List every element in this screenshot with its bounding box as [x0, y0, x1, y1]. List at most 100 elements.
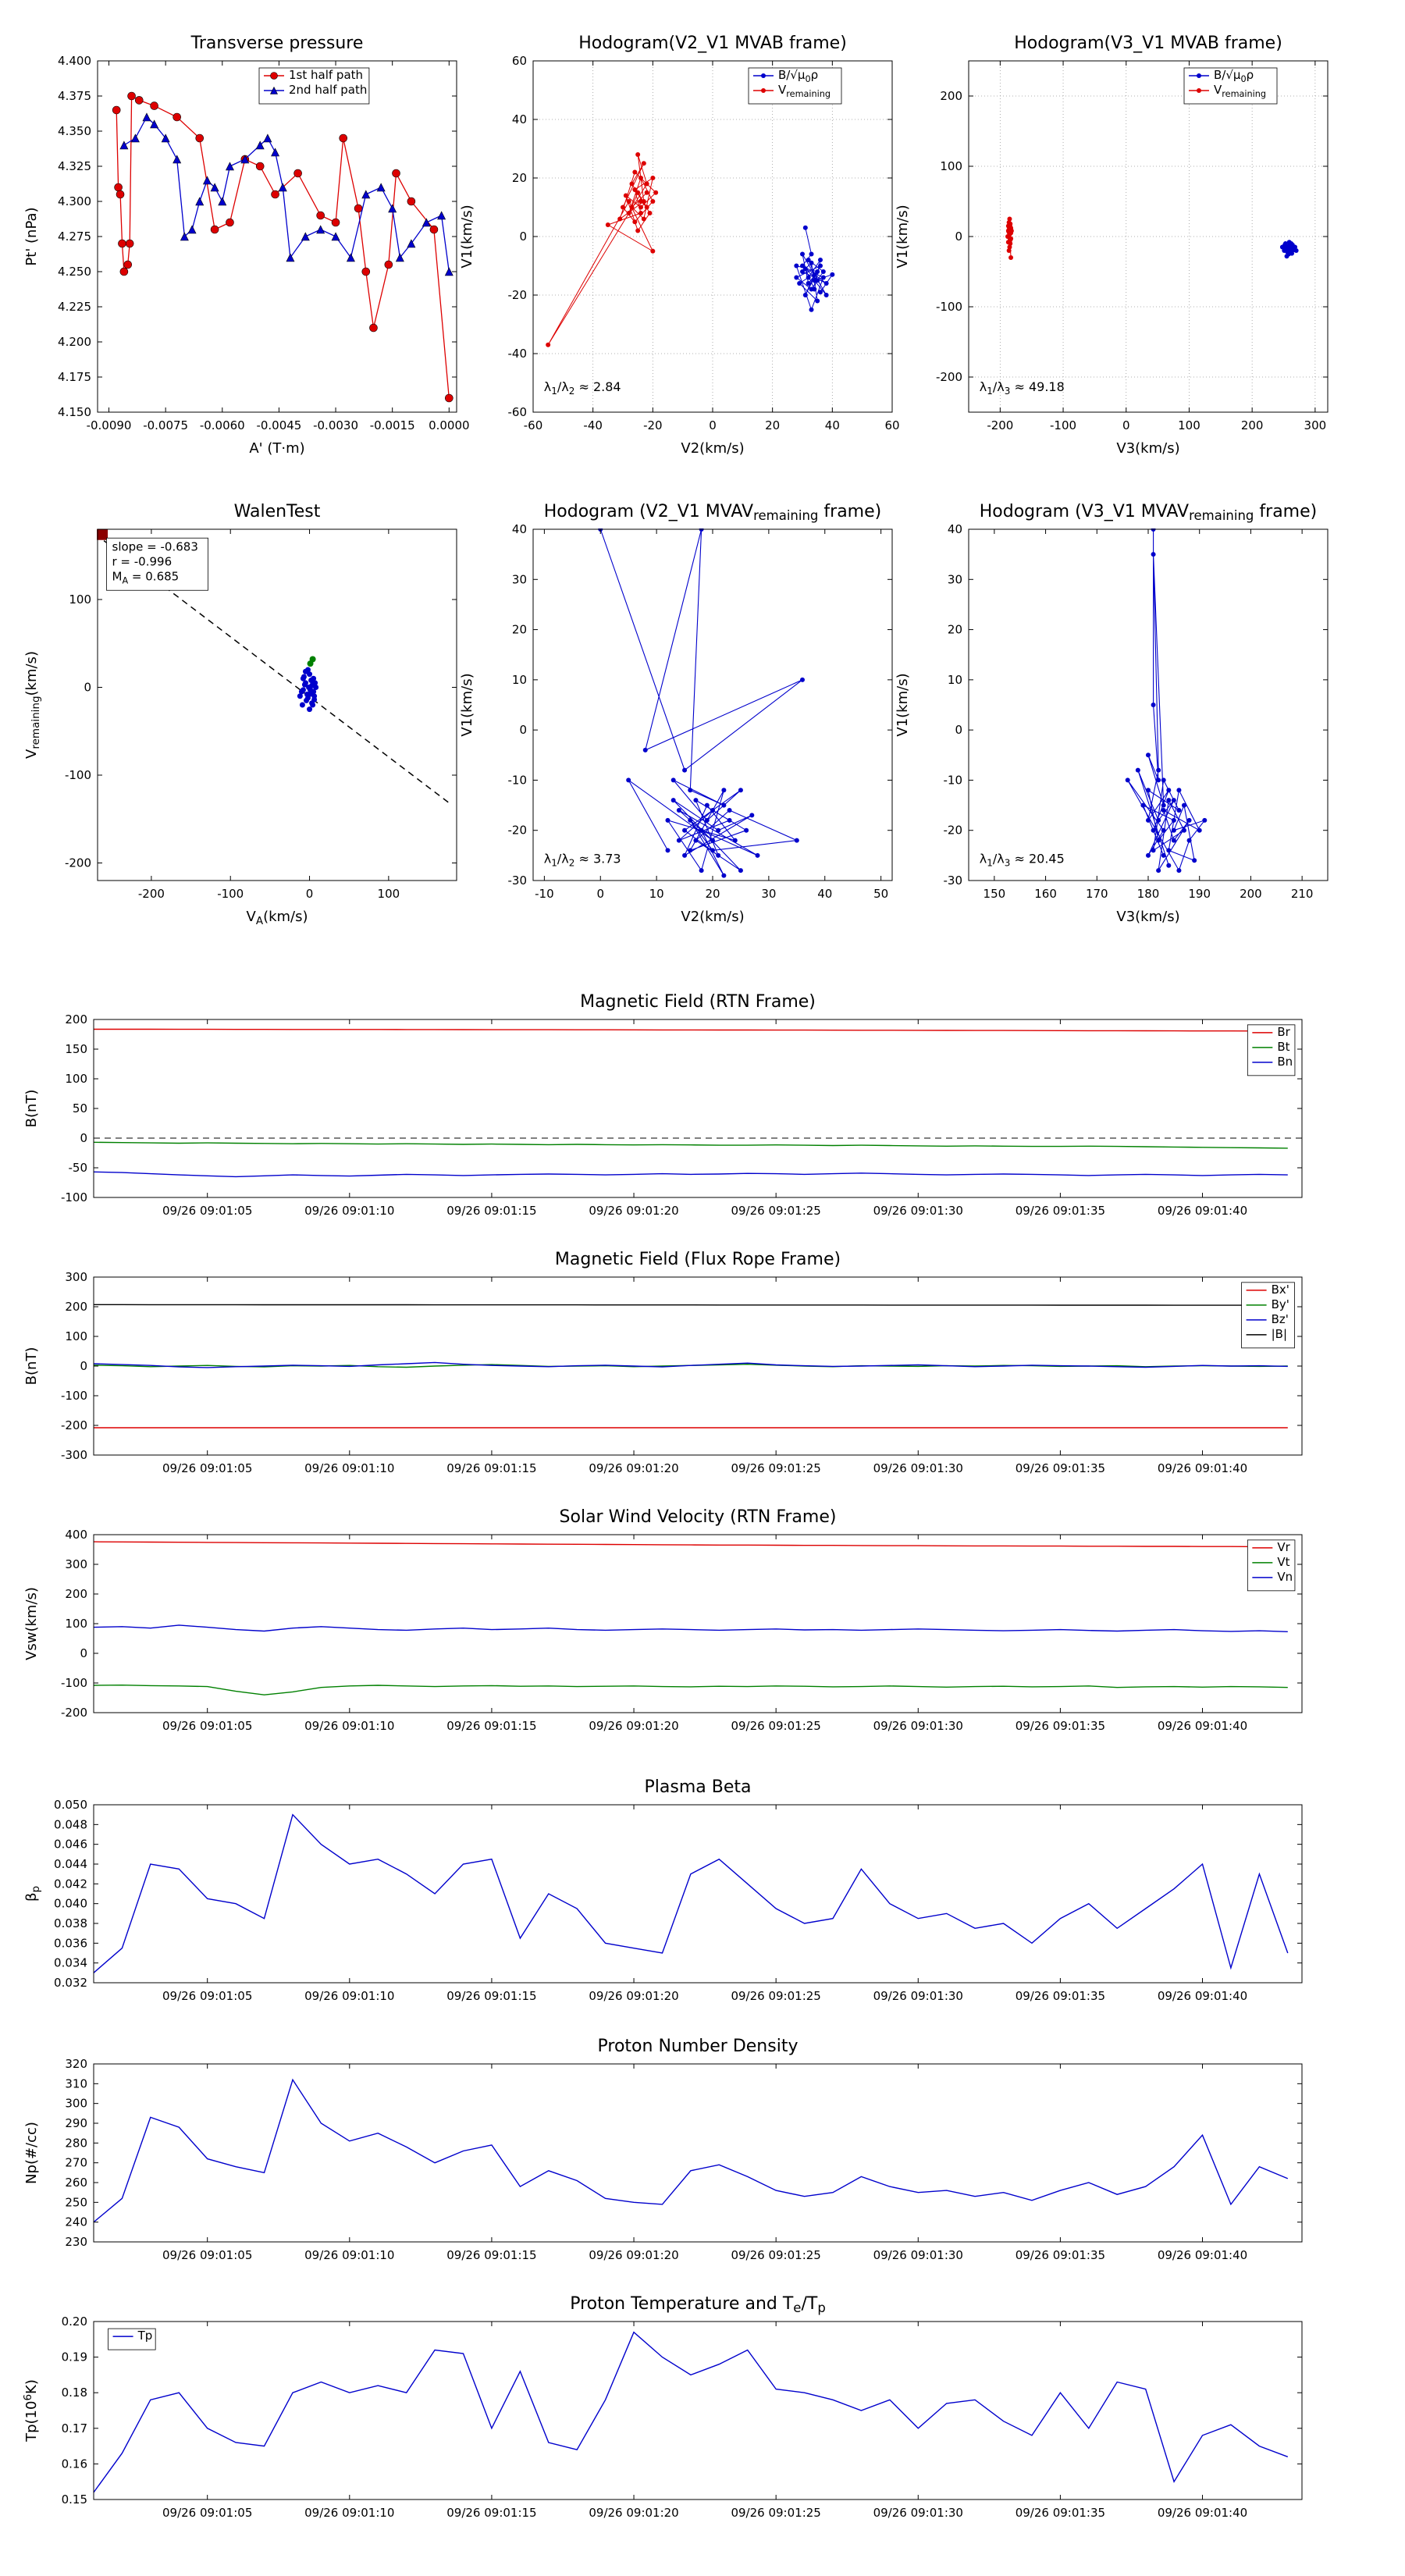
x-tick-label: 50	[873, 887, 888, 901]
y-tick-label: -100	[936, 300, 962, 314]
x-tick-label: 09/26 09:01:35	[1016, 1719, 1105, 1733]
x-tick-label: 20	[765, 418, 780, 432]
y-tick-label: 20	[948, 623, 962, 637]
x-tick-label: 0	[596, 887, 604, 901]
x-tick-label: 09/26 09:01:40	[1158, 1204, 1247, 1218]
x-tick-label: 09/26 09:01:35	[1016, 2506, 1105, 2520]
annotation: MA = 0.685	[112, 569, 180, 585]
x-tick-label: 09/26 09:01:25	[731, 1461, 820, 1475]
y-tick-label: 4.350	[58, 124, 91, 138]
y-axis-label: Pt' (nPa)	[23, 207, 40, 265]
y-tick-label: 270	[65, 2156, 87, 2170]
y-tick-label: -20	[508, 288, 528, 302]
y-tick-label: -200	[936, 370, 962, 384]
x-tick-label: 09/26 09:01:30	[873, 2506, 963, 2520]
chart-hodogram-v3v1-mvav: 150 160 170 180 190 200 210 -30 -20 -10 0 10 20 30 40 H…	[887, 492, 1339, 937]
y-axis-label: B(nT)	[23, 1090, 40, 1128]
legend-box	[1247, 1539, 1296, 1592]
chart-title: Plasma Beta	[645, 1777, 752, 1797]
y-tick-label: 4.300	[58, 194, 91, 208]
x-tick-label: 09/26 09:01:15	[446, 2248, 536, 2262]
x-tick-label: -60	[524, 418, 543, 432]
chart-title: Solar Wind Velocity (RTN Frame)	[560, 1507, 837, 1527]
y-tick-label: -10	[944, 773, 963, 787]
chart-title: Hodogram(V3_V1 MVAB frame)	[1014, 34, 1282, 53]
y-tick-label: 310	[65, 2076, 87, 2090]
y-axis-label: V1(km/s)	[459, 673, 475, 736]
legend-label: B/√μ0ρ	[1214, 68, 1254, 84]
x-tick-label: -0.0075	[143, 418, 188, 432]
legend-label: Br	[1277, 1025, 1290, 1039]
annotation: λ1/λ3 ≈ 20.45	[980, 852, 1065, 869]
legend-label: Vr	[1277, 1540, 1290, 1554]
chart-title: Proton Number Density	[598, 2037, 799, 2056]
legend-label: Vremaining	[778, 83, 831, 99]
y-tick-label: 4.175	[58, 370, 91, 384]
y-tick-label: 0	[80, 1131, 87, 1145]
y-tick-label: 4.200	[58, 335, 91, 349]
legend-label: 1st half path	[289, 68, 363, 82]
y-tick-label: 4.225	[58, 300, 91, 314]
chart-title: Magnetic Field (Flux Rope Frame)	[555, 1250, 841, 1269]
y-tick-label: 0.048	[54, 1817, 87, 1831]
legend-box	[108, 2328, 156, 2350]
x-tick-label: 09/26 09:01:35	[1016, 1461, 1105, 1475]
y-tick-label: 200	[65, 1587, 87, 1601]
x-tick-label: 09/26 09:01:05	[162, 1204, 252, 1218]
x-tick-label: 09/26 09:01:05	[162, 2248, 252, 2262]
x-tick-label: 10	[649, 887, 664, 901]
y-tick-label: -10	[508, 773, 528, 787]
y-tick-label: 0.17	[62, 2421, 87, 2435]
y-axis-label: Np(#/cc)	[23, 2122, 40, 2184]
legend-label: Bx'	[1272, 1283, 1289, 1297]
chart-plasma-beta: 09/26 09:01:05 09/26 09:01:10 09/26 09:01:…	[16, 1770, 1389, 2028]
x-tick-label: 09/26 09:01:30	[873, 2248, 963, 2262]
y-tick-label: 300	[65, 1270, 87, 1284]
x-tick-label: 09/26 09:01:05	[162, 2506, 252, 2520]
y-tick-label: 30	[512, 572, 527, 586]
x-tick-label: 100	[378, 887, 400, 901]
y-tick-label: 260	[65, 2176, 87, 2190]
chart-svg: -0.0090 -0.0075 -0.0060 -0.0045 -0.0030 -0.00…	[23, 34, 470, 457]
x-tick-label: 160	[1034, 887, 1057, 901]
x-tick-label: -0.0015	[370, 418, 415, 432]
y-tick-label: -30	[944, 873, 963, 888]
x-tick-label: 0.0000	[429, 418, 470, 432]
y-tick-label: 0	[519, 229, 527, 244]
y-tick-label: 0	[84, 681, 91, 695]
y-tick-label: 40	[948, 522, 962, 536]
legend-box	[258, 67, 370, 105]
annotation-box	[106, 537, 208, 591]
x-tick-label: 170	[1086, 887, 1108, 901]
x-tick-label: 09/26 09:01:10	[304, 2506, 394, 2520]
y-tick-label: -100	[65, 768, 91, 782]
chart-solar-wind-velocity: 09/26 09:01:05 09/26 09:01:10 09/26 09:01:…	[16, 1500, 1389, 1758]
x-tick-label: 09/26 09:01:15	[446, 2506, 536, 2520]
x-tick-label: 190	[1188, 887, 1211, 901]
x-tick-label: 09/26 09:01:40	[1158, 1989, 1247, 2003]
y-tick-label: 300	[65, 1557, 87, 1571]
y-tick-label: 100	[940, 159, 962, 173]
x-tick-label: 210	[1291, 887, 1314, 901]
x-tick-label: 09/26 09:01:10	[304, 1461, 394, 1475]
x-tick-label: 09/26 09:01:15	[446, 1461, 536, 1475]
x-tick-label: 60	[884, 418, 899, 432]
chart-hodogram-v2v1-mvav: -10 0 10 20 30 40 50 -30 -20 -10 0 10 20 30 40 Hodogram…	[451, 492, 904, 937]
y-tick-label: 40	[512, 522, 527, 536]
x-tick-label: -200	[138, 887, 165, 901]
x-tick-label: 200	[1241, 418, 1264, 432]
y-tick-label: 4.275	[58, 229, 91, 244]
y-tick-label: 0	[80, 1359, 87, 1373]
x-tick-label: -0.0090	[87, 418, 132, 432]
y-tick-label: 0.050	[54, 1798, 87, 1812]
y-tick-label: 150	[65, 1042, 87, 1056]
x-tick-label: 09/26 09:01:30	[873, 1719, 963, 1733]
x-tick-label: 09/26 09:01:30	[873, 1204, 963, 1218]
chart-magnetic-field-flux-rope: 09/26 09:01:05 09/26 09:01:10 09/26 09:01:…	[16, 1243, 1389, 1500]
y-tick-label: 200	[65, 1012, 87, 1026]
x-tick-label: 09/26 09:01:30	[873, 1461, 963, 1475]
y-tick-label: 0.038	[54, 1916, 87, 1930]
x-tick-label: 09/26 09:01:15	[446, 1719, 536, 1733]
chart-title: Transverse pressure	[190, 34, 364, 53]
